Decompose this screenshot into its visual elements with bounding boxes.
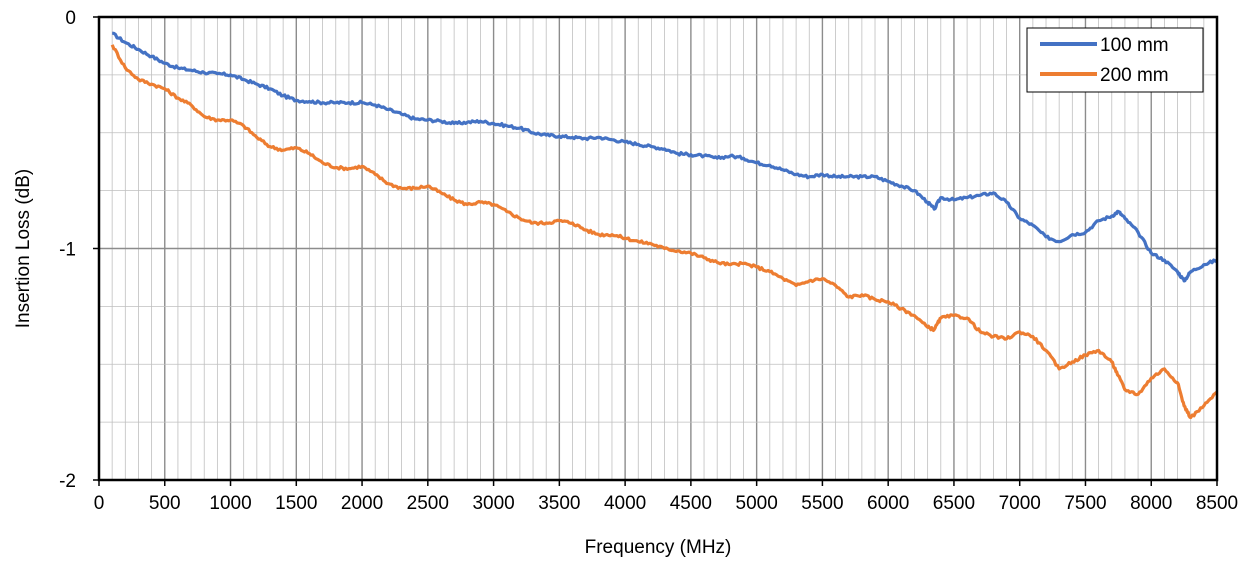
y-axis-title: Insertion Loss (dB) (13, 169, 34, 328)
x-tick-label: 6500 (933, 493, 975, 514)
x-tick-labels: 0 500 1000 1500 2000 2500 3000 3500 4000 4500 5000… (94, 480, 1238, 514)
x-tick-label: 8000 (1130, 493, 1172, 514)
legend-entry-label: 100 mm (1100, 35, 1169, 56)
x-tick-label: 3000 (472, 493, 514, 514)
y-tick-label: 0 (65, 8, 76, 29)
x-tick-label: 8500 (1196, 493, 1238, 514)
x-tick-label: 1000 (209, 493, 251, 514)
x-tick-label: 0 (94, 493, 105, 514)
x-tick-label: 5000 (736, 493, 778, 514)
y-tick-label: -1 (59, 240, 76, 261)
x-tick-label: 7500 (1064, 493, 1106, 514)
x-tick-label: 4500 (670, 493, 712, 514)
x-tick-label: 5500 (801, 493, 843, 514)
series-line-100-mm (112, 31, 1218, 283)
y-tick-labels: 0 -1 -2 (59, 8, 99, 492)
x-tick-label: 1500 (275, 493, 317, 514)
x-tick-label: 2000 (341, 493, 383, 514)
legend: 100 mm 200 mm (1026, 27, 1204, 93)
x-tick-label: 3500 (538, 493, 580, 514)
legend-box (1026, 27, 1204, 93)
x-tick-label: 4000 (604, 493, 646, 514)
x-tick-label: 6000 (867, 493, 909, 514)
x-tick-label: 2500 (407, 493, 449, 514)
x-axis-title: Frequency (MHz) (585, 537, 732, 558)
series-layer (110, 31, 1219, 420)
x-tick-label: 500 (149, 493, 181, 514)
legend-entry-label: 200 mm (1100, 65, 1169, 86)
series-line-200-mm (110, 44, 1219, 420)
x-tick-label: 7000 (999, 493, 1041, 514)
y-tick-label: -2 (59, 471, 76, 492)
